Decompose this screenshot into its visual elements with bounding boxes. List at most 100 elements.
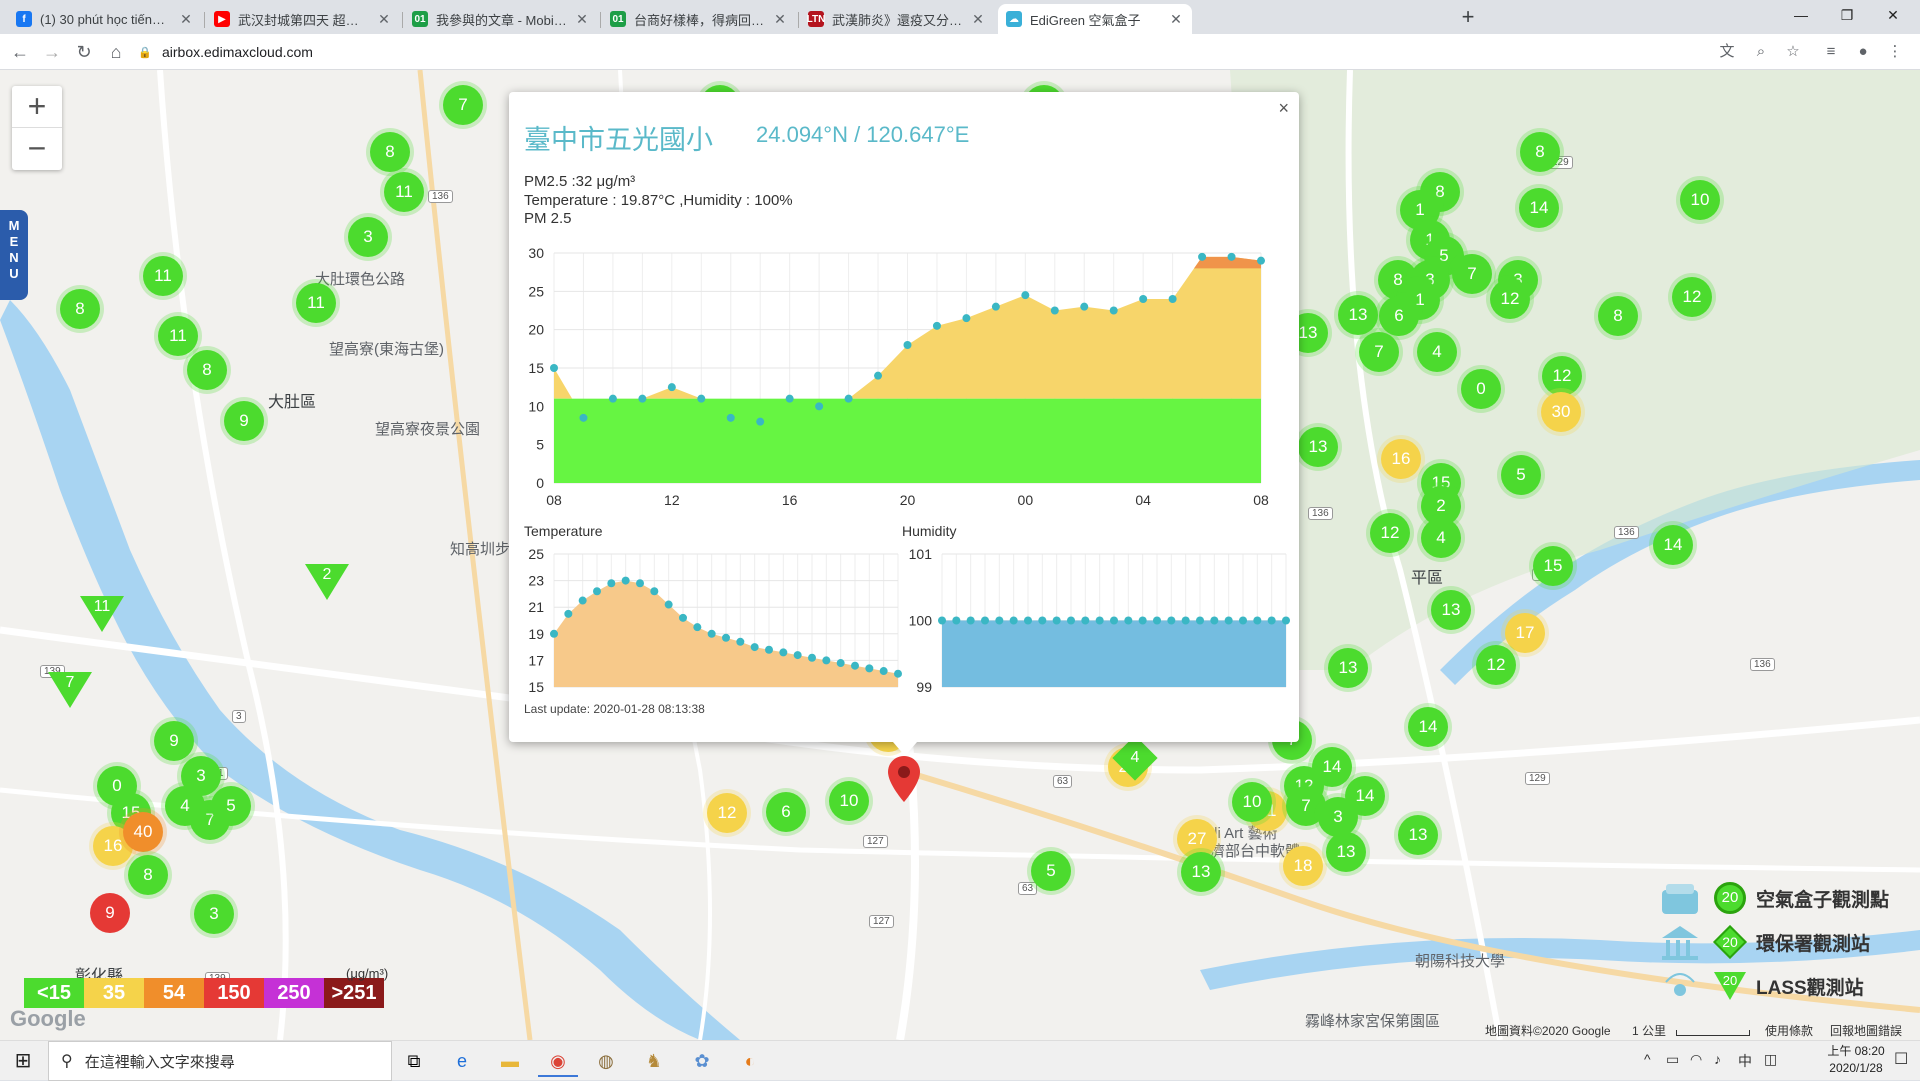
airbox-marker[interactable]: 13 (1398, 815, 1438, 855)
airbox-marker[interactable]: 3 (348, 217, 388, 257)
airbox-marker[interactable]: 5 (1031, 851, 1071, 891)
airbox-marker[interactable]: 18 (1283, 846, 1323, 886)
windows-start-icon[interactable]: ⊞ (14, 1050, 32, 1072)
back-icon[interactable]: ← (11, 42, 29, 62)
airbox-marker[interactable]: 12 (1672, 277, 1712, 317)
blender-icon[interactable]: ◐ (744, 1051, 756, 1071)
battery-icon[interactable]: ▭ (1666, 1051, 1680, 1067)
airbox-marker[interactable]: 14 (1519, 188, 1559, 228)
airbox-marker[interactable]: 14 (1408, 707, 1448, 747)
tab-close-icon[interactable]: ✕ (774, 10, 786, 27)
address-bar[interactable]: 🔒 airbox.edimaxcloud.com (138, 38, 1768, 66)
airbox-marker[interactable]: 12 (1476, 645, 1516, 685)
airbox-marker[interactable]: 16 (1381, 439, 1421, 479)
airbox-marker[interactable]: 7 (1359, 332, 1399, 372)
zoom-icon[interactable]: ⌕ (1756, 43, 1766, 60)
task-view-icon[interactable]: ⧉ (407, 1051, 421, 1071)
app-icon[interactable]: ♞ (645, 1051, 663, 1071)
terms-link[interactable]: 使用條款 (1765, 1024, 1814, 1038)
zoom-in-button[interactable]: + (12, 86, 62, 128)
browser-tab[interactable]: 01 我參與的文章 - Mobile01 ✕ (404, 4, 598, 34)
airbox-marker[interactable]: 9 (154, 721, 194, 761)
airbox-marker[interactable]: 13 (1431, 590, 1471, 630)
location-pin-icon[interactable] (888, 756, 920, 802)
menu-dots-icon[interactable]: ⋮ (1887, 43, 1903, 60)
browser-tab[interactable]: ▶ 武汉封城第四天 超市滞霉进不去 ✕ (206, 4, 400, 34)
airbox-marker[interactable]: 10 (1680, 180, 1720, 220)
airbox-marker[interactable]: 30 (1541, 392, 1581, 432)
home-icon[interactable]: ⌂ (110, 42, 122, 62)
edge-icon[interactable]: e (456, 1051, 467, 1071)
new-tab-button[interactable]: + (1461, 4, 1475, 29)
map-canvas[interactable]: 大肚區 望高寮(東海古堡) 望高寮夜景公園 知高圳步 大肚環色公路 平區 Dali Art … (0, 70, 1920, 1040)
lass-marker[interactable]: 2 (305, 564, 349, 600)
airbox-marker[interactable]: 12 (707, 793, 747, 833)
airbox-marker[interactable]: 12 (1370, 513, 1410, 553)
clock[interactable]: 上午 08:20 2020/1/28 (1820, 1043, 1892, 1077)
tab-close-icon[interactable]: ✕ (378, 10, 390, 27)
close-icon[interactable]: × (1278, 98, 1289, 118)
bookmark-star-icon[interactable]: ☆ (1786, 43, 1800, 60)
tab-close-icon[interactable]: ✕ (576, 10, 588, 27)
airbox-marker[interactable]: 8 (187, 350, 227, 390)
airbox-marker[interactable]: 13 (1326, 832, 1366, 872)
airbox-marker[interactable]: 12 (1542, 356, 1582, 396)
close-window-button[interactable]: ✕ (1887, 7, 1899, 23)
forward-icon[interactable]: → (43, 42, 61, 62)
ime-indicator[interactable]: 中 (1738, 1053, 1752, 1069)
taskbar-search[interactable]: ⚲ 在這裡輸入文字來搜尋 (48, 1041, 392, 1081)
tab-close-icon[interactable]: ✕ (180, 10, 192, 27)
lass-marker[interactable]: 7 (48, 672, 92, 708)
tab-close-icon[interactable]: ✕ (1170, 10, 1182, 27)
airbox-marker[interactable]: 11 (158, 316, 198, 356)
tray-chevron-icon[interactable]: ^ (1644, 1051, 1651, 1067)
airbox-marker[interactable]: 11 (384, 172, 424, 212)
airbox-marker[interactable]: 8 (1520, 132, 1560, 172)
airbox-marker[interactable]: 4 (1421, 518, 1461, 558)
airbox-marker[interactable]: 11 (143, 256, 183, 296)
tab-close-icon[interactable]: ✕ (972, 10, 984, 27)
airbox-marker[interactable]: 17 (1505, 613, 1545, 653)
airbox-marker[interactable]: 13 (1328, 648, 1368, 688)
airbox-marker[interactable]: 11 (296, 283, 336, 323)
airbox-marker[interactable]: 10 (1232, 782, 1272, 822)
restore-button[interactable]: ❐ (1840, 7, 1854, 23)
app-icon[interactable]: ◍ (598, 1051, 614, 1071)
browser-tab[interactable]: 01 台商好樣棒，得病回台灣看病治 ✕ (602, 4, 796, 34)
airbox-marker[interactable]: 6 (766, 792, 806, 832)
airbox-marker[interactable]: 8 (128, 855, 168, 895)
airbox-marker[interactable]: 13 (1181, 852, 1221, 892)
airbox-marker[interactable]: 9 (224, 401, 264, 441)
file-explorer-icon[interactable]: ▬ (501, 1051, 519, 1071)
volume-icon[interactable]: ♪ (1714, 1051, 1721, 1067)
lass-marker[interactable]: 11 (80, 596, 124, 632)
airbox-marker[interactable]: 10 (829, 781, 869, 821)
translate-icon[interactable]: 文 (1719, 43, 1735, 60)
network-icon[interactable]: ◠ (1690, 1051, 1703, 1067)
airbox-marker[interactable]: 7 (443, 85, 483, 125)
airbox-marker[interactable]: 5 (211, 786, 251, 826)
airbox-marker[interactable]: 13 (1298, 427, 1338, 467)
browser-tab[interactable]: LTN 武漢肺炎》還疫又分裂中國？「 ✕ (800, 4, 994, 34)
airbox-marker[interactable]: 13 (1338, 295, 1378, 335)
notification-icon[interactable]: ☐ (1894, 1051, 1909, 1068)
airbox-marker[interactable]: 6 (1379, 296, 1419, 336)
airbox-marker[interactable]: 27 (1177, 819, 1217, 859)
airbox-marker[interactable]: 8 (1598, 296, 1638, 336)
zoom-out-button[interactable]: − (27, 130, 47, 166)
airbox-marker[interactable]: 4 (1417, 332, 1457, 372)
airbox-marker[interactable]: 40 (123, 812, 163, 852)
airbox-marker[interactable]: 12 (1490, 279, 1530, 319)
airbox-marker[interactable]: 0 (1461, 369, 1501, 409)
airbox-marker[interactable]: 4 (165, 786, 205, 826)
airbox-marker[interactable]: 5 (1501, 455, 1541, 495)
airbox-marker[interactable]: 9 (90, 893, 130, 933)
profile-icon[interactable]: ● (1858, 43, 1868, 60)
report-error-link[interactable]: 回報地圖錯誤 (1830, 1024, 1903, 1038)
airbox-marker[interactable]: 3 (1318, 797, 1358, 837)
reading-list-icon[interactable]: ≡ (1826, 43, 1836, 60)
airbox-marker[interactable]: 14 (1653, 525, 1693, 565)
minimize-button[interactable]: — (1794, 7, 1808, 23)
airbox-marker[interactable]: 8 (370, 132, 410, 172)
